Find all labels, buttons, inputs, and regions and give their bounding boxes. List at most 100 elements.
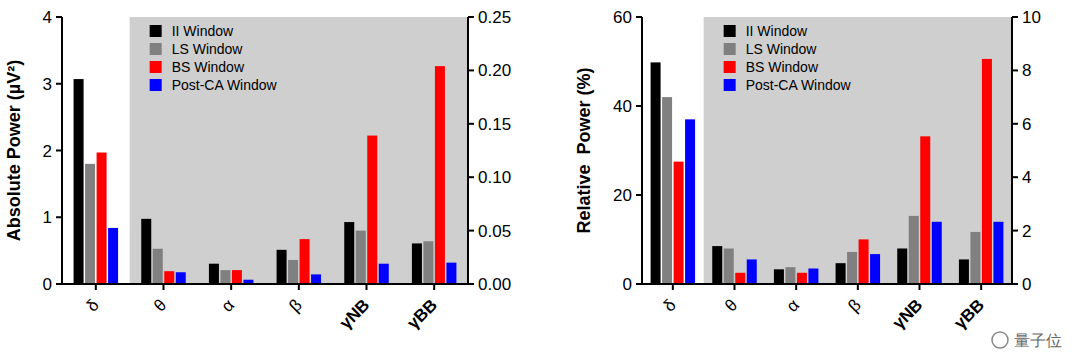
legend-label: LS Window: [746, 41, 818, 57]
legend-swatch: [724, 43, 736, 55]
legend-swatch: [724, 61, 736, 73]
bar: [85, 164, 95, 284]
y2-tick: [468, 176, 474, 178]
x-tick: [298, 284, 300, 290]
bar: [220, 270, 230, 284]
y2-tick: [468, 69, 474, 71]
watermark: 量子位: [992, 332, 1062, 349]
x-tick: [230, 284, 232, 290]
bar: [808, 269, 818, 284]
legend-label: II Window: [172, 23, 234, 39]
bar: [412, 243, 422, 284]
y-tick-label: 4: [43, 8, 52, 27]
y2-tick: [468, 283, 474, 285]
legend-label: II Window: [746, 23, 808, 39]
bar: [836, 263, 846, 284]
y-tick: [636, 194, 642, 196]
bar: [932, 222, 942, 284]
legend-label: Post-CA Window: [172, 77, 278, 93]
bars: [651, 59, 1004, 284]
bar: [674, 162, 684, 284]
y2-tick-label: 2: [1022, 222, 1031, 241]
legend-swatch: [150, 61, 162, 73]
y-tick-label: 60: [613, 8, 632, 27]
bar: [164, 271, 174, 284]
bar: [859, 239, 869, 284]
y2-tick: [1012, 69, 1018, 71]
bar: [993, 222, 1003, 284]
y-tick-label: 2: [43, 142, 52, 161]
y2-tick-label: 0.00: [478, 275, 511, 294]
bar: [747, 259, 757, 284]
y2-axis: [1011, 17, 1013, 284]
y-tick: [56, 83, 62, 85]
legend-swatch: [150, 43, 162, 55]
bar: [97, 153, 107, 284]
y2-tick-label: 0.25: [478, 8, 511, 27]
y2-axis: [467, 17, 469, 284]
bar: [153, 249, 163, 284]
y2-tick: [1012, 176, 1018, 178]
bar: [982, 59, 992, 284]
bar: [685, 119, 695, 284]
x-tick-label: γBB: [951, 295, 988, 332]
y-axis-title: Absolute Power (µV²): [4, 60, 24, 241]
bar: [367, 136, 377, 284]
x-tick: [163, 284, 165, 290]
y-tick: [636, 16, 642, 18]
bars: [74, 66, 457, 284]
x-tick-label: β: [844, 295, 865, 316]
y2-tick-label: 6: [1022, 115, 1031, 134]
y-axis: [641, 17, 643, 284]
legend-swatch: [150, 79, 162, 91]
y2-tick-label: 4: [1022, 168, 1031, 187]
bar: [920, 136, 930, 284]
y2-tick-label: 10: [1022, 8, 1041, 27]
x-tick-label: γBB: [404, 295, 441, 332]
bar: [651, 62, 661, 284]
legend-label: Post-CA Window: [746, 77, 852, 93]
bar: [209, 264, 219, 284]
y-tick: [56, 16, 62, 18]
secondary-axis-region: [704, 17, 1012, 284]
y2-tick-label: 0.15: [478, 115, 511, 134]
watermark-text: 量子位: [1014, 332, 1062, 349]
legend-swatch: [724, 79, 736, 91]
y2-tick: [1012, 230, 1018, 232]
bar: [446, 263, 456, 284]
y2-tick-label: 0.20: [478, 61, 511, 80]
x-tick-label: γNB: [336, 295, 373, 332]
x-tick-label: α: [783, 295, 804, 316]
secondary-axis-region: [130, 17, 468, 284]
bar: [141, 219, 151, 284]
y2-tick-label: 8: [1022, 61, 1031, 80]
y-tick: [56, 283, 62, 285]
x-tick-label: θ: [721, 295, 741, 315]
y2-tick: [468, 16, 474, 18]
y2-tick-label: 0.10: [478, 168, 511, 187]
x-tick-label: δ: [660, 295, 680, 315]
x-tick-label: γNB: [889, 295, 926, 332]
x-tick: [857, 284, 859, 290]
x-tick: [980, 284, 982, 290]
legend-swatch: [724, 25, 736, 37]
y-tick: [56, 216, 62, 218]
watermark-icon: [992, 332, 1008, 348]
legend: II WindowLS WindowBS WindowPost-CA Windo…: [150, 23, 278, 93]
x-tick-label: β: [285, 295, 306, 316]
bar: [724, 248, 734, 284]
y-tick: [636, 283, 642, 285]
bar: [108, 228, 118, 284]
y2-tick: [468, 230, 474, 232]
x-tick: [366, 284, 368, 290]
y-tick: [56, 150, 62, 152]
bar: [300, 239, 310, 284]
bar: [785, 267, 795, 284]
x-tick-label: δ: [83, 295, 103, 315]
bar: [797, 273, 807, 284]
bar: [435, 66, 445, 284]
chart-panel: 012340.000.050.100.150.200.25δθαβγNBγBBA…: [4, 8, 511, 333]
bar: [774, 269, 784, 284]
x-tick-label: θ: [150, 295, 170, 315]
bar: [74, 79, 84, 284]
